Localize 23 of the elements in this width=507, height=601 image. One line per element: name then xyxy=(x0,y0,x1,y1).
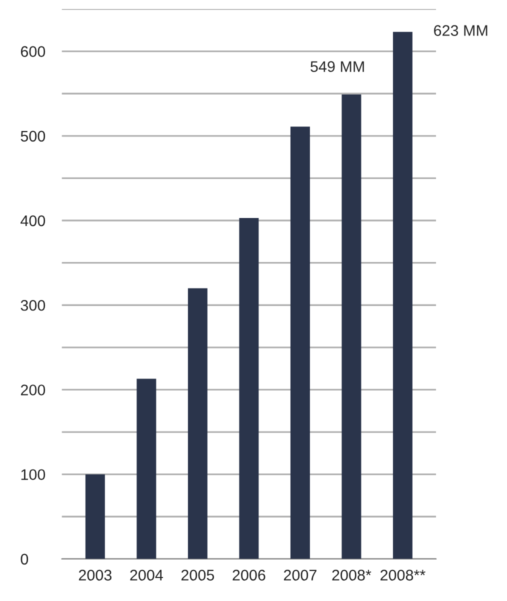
y-tick-label: 200 xyxy=(20,384,46,396)
y-tick-label: 400 xyxy=(20,215,46,226)
bar xyxy=(85,474,105,559)
bar xyxy=(239,218,259,559)
y-tick-label: 600 xyxy=(20,46,46,57)
x-tick-label: 2007 xyxy=(284,570,316,581)
bar xyxy=(342,94,362,559)
x-tick-label: 2008* xyxy=(332,570,372,581)
annotation: 623 MM xyxy=(434,25,488,36)
y-tick-label: 100 xyxy=(21,469,46,480)
x-tick-label: 2003 xyxy=(78,570,112,581)
x-tick-label: 2004 xyxy=(130,570,163,581)
bar xyxy=(392,32,412,559)
bar xyxy=(188,288,208,559)
y-tick-label: 300 xyxy=(20,300,46,311)
bar xyxy=(136,378,156,559)
x-tick-label: 2006 xyxy=(232,570,266,581)
bar xyxy=(290,126,310,559)
annotation: 549 MM xyxy=(310,61,364,72)
x-tick-label: 2005 xyxy=(181,570,214,581)
y-tick-label: 500 xyxy=(20,130,46,142)
x-tick-label: 2008** xyxy=(380,570,426,581)
y-tick-label: 0 xyxy=(20,554,28,565)
